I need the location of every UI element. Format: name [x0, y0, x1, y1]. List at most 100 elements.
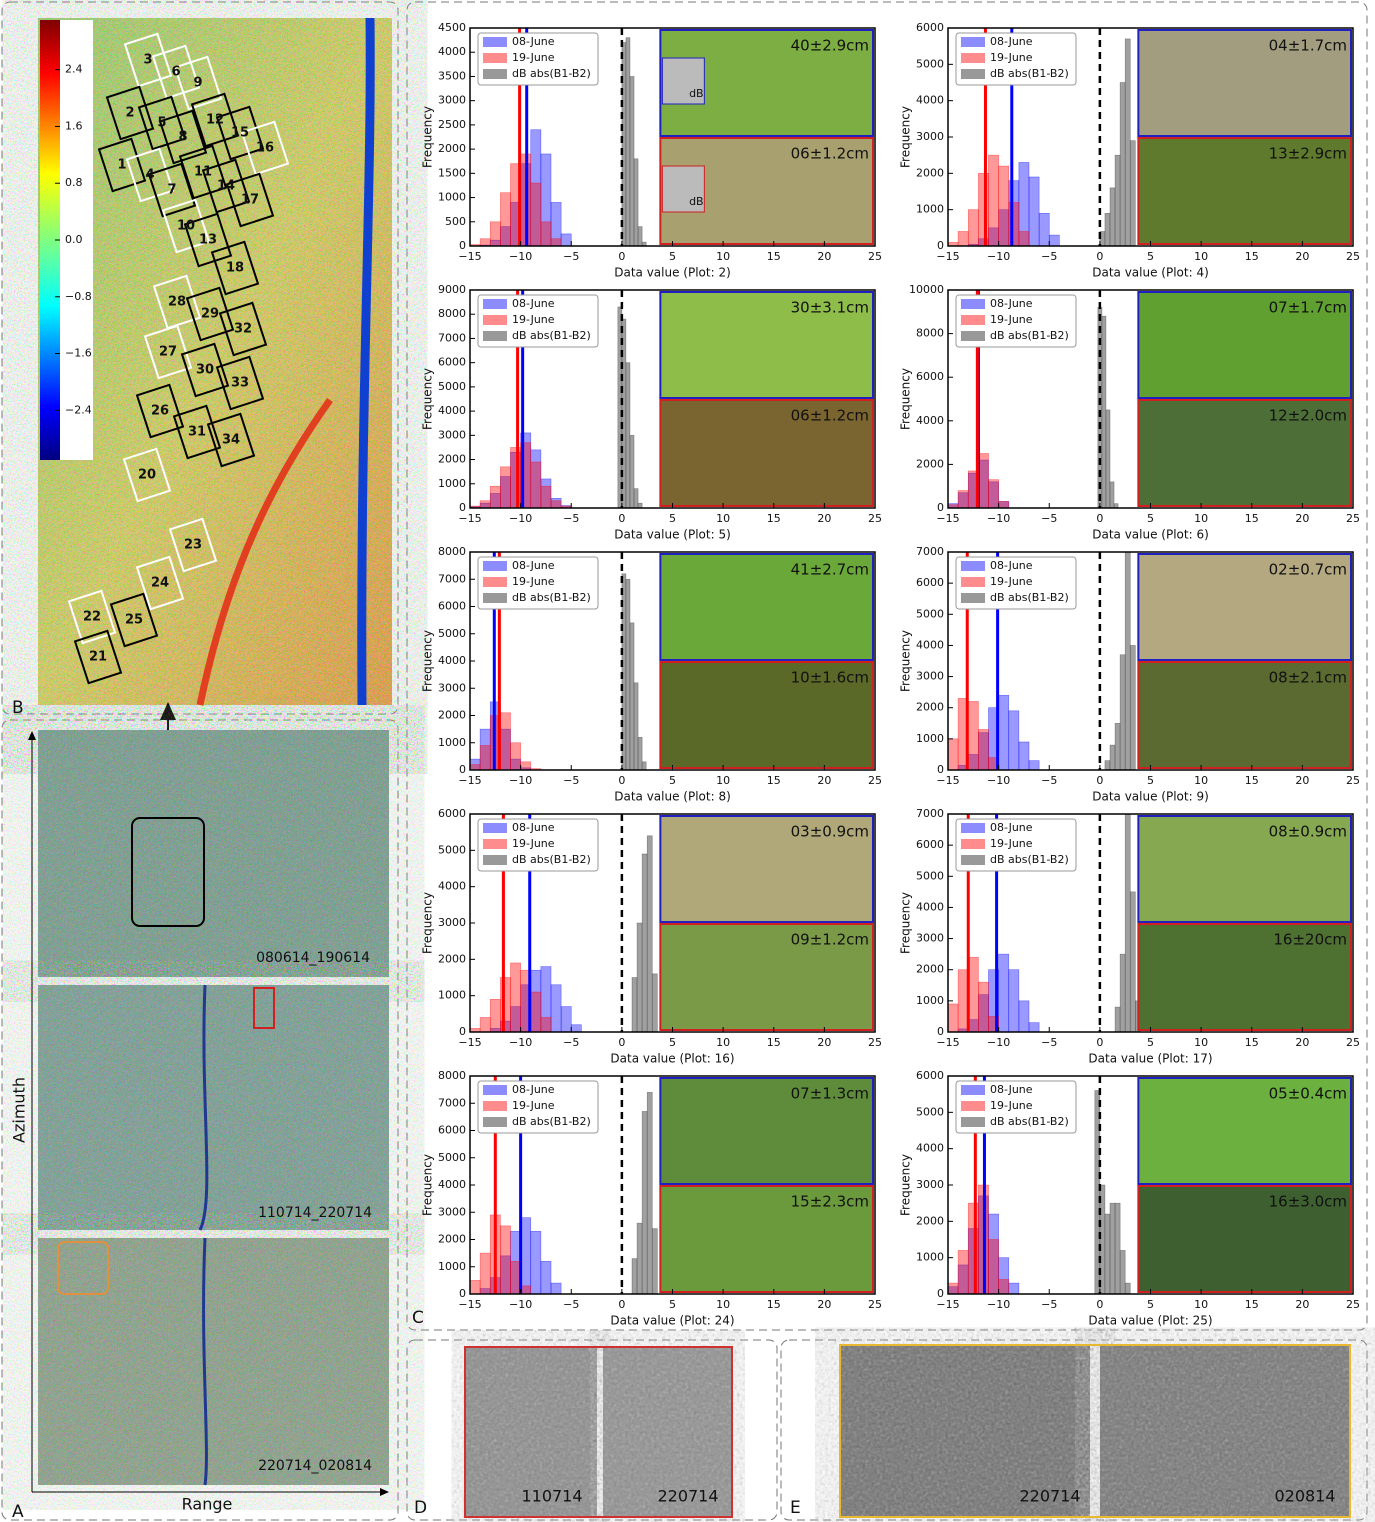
- legend-swatch: [483, 315, 507, 325]
- x-tick-label: 20: [1295, 1036, 1309, 1049]
- x-tick-label: 25: [1346, 774, 1360, 787]
- x-tick-label: −10: [987, 512, 1010, 525]
- histogram-bar: [480, 239, 490, 246]
- photo-label: 16±3.0cm: [1269, 1193, 1347, 1211]
- legend-swatch: [483, 37, 507, 47]
- legend-swatch: [483, 855, 507, 865]
- histogram-bar: [500, 1226, 510, 1294]
- x-axis-label: Data value (Plot: 16): [610, 1052, 734, 1066]
- x-tick-label: 0: [1096, 512, 1103, 525]
- histogram-bar: [1105, 1214, 1110, 1294]
- histogram-bar: [511, 1261, 521, 1294]
- x-tick-label: 15: [767, 250, 781, 263]
- y-tick-label: 2000: [438, 1233, 466, 1246]
- histogram-bar: [470, 1280, 480, 1294]
- histogram-bar: [1049, 235, 1059, 246]
- histogram-bar: [630, 76, 634, 246]
- y-tick-label: 6000: [916, 21, 944, 34]
- x-tick-label: −5: [1041, 774, 1057, 787]
- legend-label: 19-June: [512, 575, 555, 588]
- y-tick-label: 1000: [438, 989, 466, 1002]
- histogram-bar: [989, 155, 999, 246]
- histogram-bar: [500, 713, 510, 770]
- y-tick-label: 7000: [916, 807, 944, 820]
- legend-swatch: [961, 577, 985, 587]
- histogram-bar: [541, 1261, 551, 1294]
- axis-label: Azimuth: [10, 1077, 29, 1143]
- legend-label: 08-June: [512, 35, 555, 48]
- y-tick-label: 5000: [438, 843, 466, 856]
- x-tick-label: 25: [1346, 512, 1360, 525]
- y-tick-label: 6000: [916, 576, 944, 589]
- legend-label: 08-June: [512, 821, 555, 834]
- histogram-bar: [978, 454, 988, 509]
- colorbar-tick-label: 0.0: [65, 233, 83, 246]
- y-axis-label: Frequency: [899, 368, 913, 430]
- x-tick-label: −5: [1041, 1298, 1057, 1311]
- histogram-bar: [978, 730, 988, 770]
- histogram-bar: [626, 38, 630, 246]
- legend-swatch: [961, 299, 985, 309]
- y-tick-label: 5000: [438, 627, 466, 640]
- legend-swatch: [483, 299, 507, 309]
- x-tick-label: 20: [817, 250, 831, 263]
- inset-label: dB: [689, 87, 704, 100]
- legend-label: dB abs(B1-B2): [990, 1115, 1069, 1128]
- histogram-bar: [637, 923, 642, 1032]
- legend-label: 08-June: [990, 559, 1033, 572]
- field-label: 24: [151, 576, 169, 591]
- histogram-bar: [999, 695, 1009, 770]
- x-axis-label: Data value (Plot: 2): [614, 266, 731, 280]
- y-axis-label: Frequency: [421, 1154, 435, 1216]
- histogram-bar: [531, 1231, 541, 1294]
- y-tick-label: 3000: [916, 130, 944, 143]
- y-tick-label: 2000: [916, 701, 944, 714]
- x-tick-label: 10: [1194, 774, 1208, 787]
- histogram-bar: [571, 1025, 581, 1032]
- legend-swatch: [961, 1101, 985, 1111]
- y-tick-label: 4000: [438, 45, 466, 58]
- x-tick-label: 25: [868, 512, 882, 525]
- colorbar-tick-label: −1.6: [65, 347, 92, 360]
- x-tick-label: 25: [868, 1298, 882, 1311]
- y-tick-label: 2000: [916, 166, 944, 179]
- x-tick-label: −10: [987, 1298, 1010, 1311]
- field-label: 8: [178, 130, 187, 145]
- legend-label: dB abs(B1-B2): [512, 1115, 591, 1128]
- colorbar-tick-label: 2.4: [65, 63, 83, 76]
- legend-label: dB abs(B1-B2): [512, 591, 591, 604]
- y-tick-label: 500: [445, 215, 466, 228]
- histogram-bar: [551, 1283, 561, 1294]
- x-tick-label: −15: [458, 512, 481, 525]
- histogram-bar: [1115, 723, 1120, 770]
- legend-label: 08-June: [990, 821, 1033, 834]
- histogram-bar: [1125, 39, 1130, 246]
- histogram-bar: [1029, 177, 1039, 246]
- histogram-bar: [626, 363, 630, 508]
- y-tick-label: 4000: [916, 1142, 944, 1155]
- histogram-bar: [989, 480, 999, 508]
- x-tick-label: −5: [563, 512, 579, 525]
- x-tick-label: −10: [987, 250, 1010, 263]
- y-tick-label: 1000: [438, 191, 466, 204]
- panel-label: A: [12, 1502, 24, 1522]
- legend-label: 19-June: [990, 837, 1033, 850]
- legend-label: dB abs(B1-B2): [990, 853, 1069, 866]
- histogram-bar: [500, 467, 510, 508]
- legend-swatch: [483, 577, 507, 587]
- y-tick-label: 1000: [916, 203, 944, 216]
- field-label: 22: [83, 610, 101, 625]
- x-tick-label: −5: [563, 1036, 579, 1049]
- legend-swatch: [961, 561, 985, 571]
- legend-swatch: [483, 561, 507, 571]
- panel-label: D: [414, 1498, 427, 1518]
- x-tick-label: 10: [716, 774, 730, 787]
- histogram-bar: [561, 1007, 571, 1032]
- x-tick-label: 10: [716, 1036, 730, 1049]
- histogram-bar: [521, 762, 531, 770]
- x-tick-label: 20: [1295, 1298, 1309, 1311]
- histogram-bar: [1115, 1007, 1120, 1032]
- legend-swatch: [483, 823, 507, 833]
- y-axis-label: Frequency: [421, 106, 435, 168]
- histogram-bar: [511, 963, 521, 1032]
